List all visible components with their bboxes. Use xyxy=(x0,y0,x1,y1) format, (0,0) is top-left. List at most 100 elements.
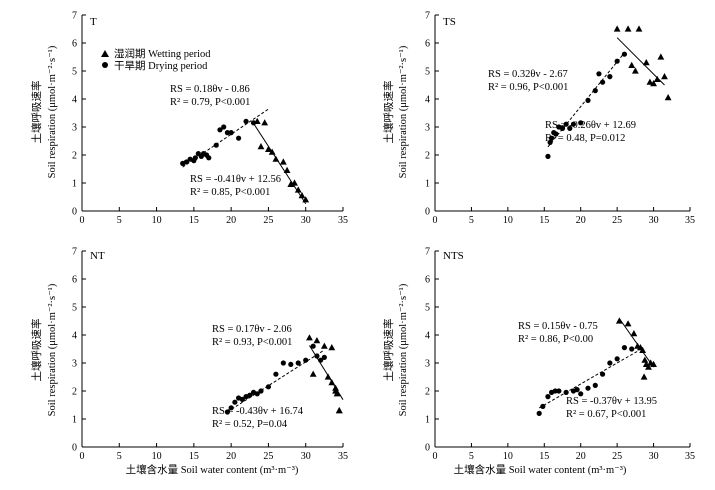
drying-point xyxy=(547,139,553,145)
wetting-point xyxy=(324,373,332,380)
x-tick-label: 10 xyxy=(152,215,162,226)
wetting-point xyxy=(645,363,652,370)
drying-point xyxy=(221,124,227,130)
drying-point xyxy=(303,357,309,363)
y-axis-title-cn: 土壤呼吸速率 xyxy=(382,319,395,382)
wetting-point xyxy=(272,155,280,162)
y-tick-label: 5 xyxy=(72,67,77,78)
x-axis-title-left: 土壤含水量 Soil water content (m³·m⁻³) xyxy=(126,463,299,476)
drying-point xyxy=(321,354,327,360)
fit-line-drying xyxy=(538,349,640,409)
wetting-point xyxy=(630,330,638,337)
drying-point xyxy=(629,346,635,352)
wetting-point xyxy=(646,78,654,85)
drying-point xyxy=(574,387,580,393)
wetting-point xyxy=(306,334,313,341)
axes xyxy=(81,14,344,212)
drying-point xyxy=(288,361,294,367)
wetting-point xyxy=(631,67,639,74)
drying-point xyxy=(592,382,598,388)
x-tick-label: 30 xyxy=(649,215,659,226)
wetting-point xyxy=(335,407,343,414)
fit-line-drying xyxy=(227,349,325,413)
y-tick-label: 7 xyxy=(72,11,77,22)
panel-nts: 0 5 10 15 20 25 30 35 0 1 2 3 4 5 6 7 NTS RS = 0.15θv - 0… xyxy=(425,247,695,463)
legend-circle-icon xyxy=(102,62,108,68)
drying-point xyxy=(280,360,286,366)
drying-point xyxy=(553,131,559,137)
drying-point xyxy=(228,405,234,411)
drying-point xyxy=(224,409,231,415)
panel-nt: 0 5 10 15 20 25 30 35 0 1 2 3 4 5 6 7 NT RS = 0.17θv - 2.… xyxy=(72,247,348,463)
x-tick-label: 20 xyxy=(576,451,586,462)
y-tick-label: 5 xyxy=(72,303,77,314)
legend: 湿润期 Wetting period 干旱期 Drying period xyxy=(101,47,211,72)
regression-equation: RS = 0.32θv - 2.67 xyxy=(488,69,568,80)
x-tick-label: 0 xyxy=(433,215,438,226)
legend-wetting-label: 湿润期 Wetting period xyxy=(114,47,211,60)
y-tick-label: 2 xyxy=(72,387,77,398)
wetting-point xyxy=(664,94,672,101)
drying-point xyxy=(596,71,602,77)
y-axis-title-cn: 土壤呼吸速率 xyxy=(30,319,43,382)
drying-point xyxy=(607,360,613,366)
fit-line-wetting xyxy=(309,345,344,400)
panel-t: 0 5 10 15 20 25 30 35 0 1 2 3 4 5 6 7 T RS = 0.18θv - 0.8… xyxy=(72,11,348,227)
y-tick-label: 6 xyxy=(72,39,77,50)
drying-point xyxy=(559,125,566,131)
drying-point xyxy=(556,388,562,394)
regression-equation: RS = -0.41θv + 12.56 xyxy=(190,174,281,185)
x-tick-label: 30 xyxy=(301,215,311,226)
drying-point xyxy=(273,371,279,377)
wetting-point xyxy=(642,59,650,66)
fit-line-wetting xyxy=(618,318,654,368)
y-tick-label: 3 xyxy=(72,359,77,370)
wetting-point xyxy=(613,25,621,32)
drying-point xyxy=(578,391,584,397)
x-tick-label: 5 xyxy=(469,215,474,226)
y-axis-title-en: Soil respiration (μmol·m⁻²·s⁻¹) xyxy=(398,283,409,416)
x-tick-label: 15 xyxy=(539,215,549,226)
y-axis-title-top-right: 土壤呼吸速率 Soil respiration (μmol·m⁻²·s⁻¹) xyxy=(382,45,409,178)
y-tick-label: 2 xyxy=(72,151,77,162)
wetting-point xyxy=(615,317,623,324)
x-tick-label: 15 xyxy=(189,451,199,462)
wetting-point xyxy=(309,370,317,377)
y-tick-label: 2 xyxy=(425,151,430,162)
axes xyxy=(434,14,691,212)
wetting-point xyxy=(265,145,272,152)
panel-label: NT xyxy=(90,250,105,262)
y-tick-label: 3 xyxy=(72,123,77,134)
drying-point xyxy=(563,121,569,127)
drying-point xyxy=(536,410,542,416)
drying-point xyxy=(206,155,212,161)
regression-equation: RS = -0.43θv + 16.74 xyxy=(212,406,304,417)
drying-point xyxy=(578,120,584,126)
y-tick-label: 1 xyxy=(425,415,430,426)
regression-equation: RS = -0.37θv + 13.95 xyxy=(566,396,657,407)
y-axis-title-en: Soil respiration (μmol·m⁻²·s⁻¹) xyxy=(47,283,58,416)
regression-equation: RS = -0.26θv + 12.69 xyxy=(545,120,636,131)
y-axis-title-bottom-left: 土壤呼吸速率 Soil respiration (μmol·m⁻²·s⁻¹) xyxy=(30,283,58,416)
y-tick-label: 3 xyxy=(425,359,430,370)
y-axis-title-en: Soil respiration (μmol·m⁻²·s⁻¹) xyxy=(47,45,58,178)
wetting-point xyxy=(257,143,265,150)
axes xyxy=(434,250,691,448)
drying-point xyxy=(243,118,249,124)
regression-equation: RS = 0.15θv - 0.75 xyxy=(518,321,598,332)
drying-point xyxy=(614,356,620,362)
regression-stats: R² = 0.67, P<0.001 xyxy=(566,409,646,420)
y-tick-label: 7 xyxy=(425,11,430,22)
x-tick-label: 30 xyxy=(649,451,659,462)
wetting-point xyxy=(313,337,321,344)
x-tick-label: 25 xyxy=(263,215,273,226)
drying-point xyxy=(585,97,591,103)
drying-point xyxy=(314,353,320,359)
drying-point xyxy=(217,127,223,133)
regression-stats: R² = 0.96, P<0.001 xyxy=(488,82,568,93)
regression-stats: R² = 0.93, P<0.001 xyxy=(212,337,292,348)
x-tick-label: 25 xyxy=(612,215,622,226)
wetting-point xyxy=(624,320,632,327)
drying-point xyxy=(254,391,260,397)
y-tick-label: 0 xyxy=(72,207,77,218)
